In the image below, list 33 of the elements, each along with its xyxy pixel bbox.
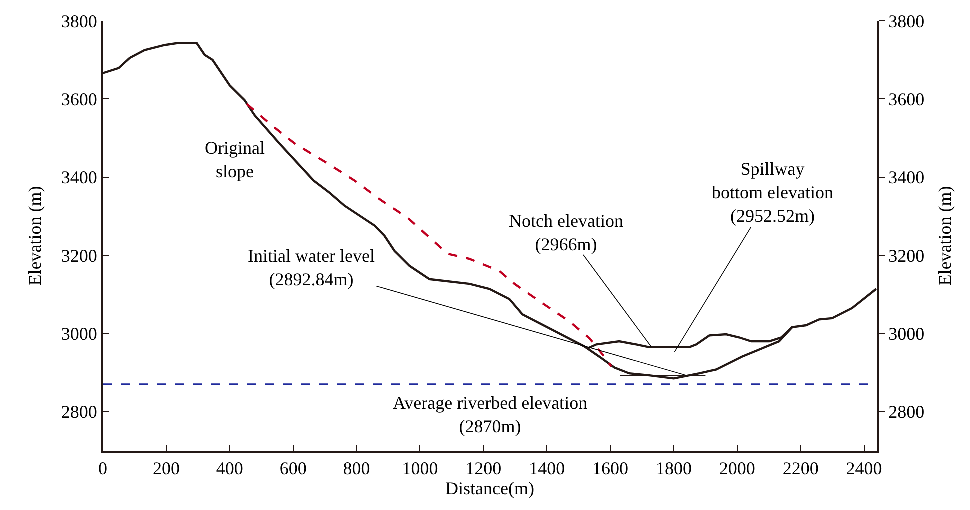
y2-tick-label: 3200: [888, 246, 925, 266]
annotation: Initial water level (2892.84m): [248, 246, 375, 290]
y-tick-label: 3200: [61, 246, 98, 266]
x-axis-title: Distance(m): [446, 478, 534, 499]
x-tick-label: 1800: [656, 458, 692, 479]
y-axis-title: Elevation (m): [25, 186, 46, 286]
annotation: Spillway bottom elevation (2952.52m): [712, 159, 834, 226]
annotation: Original slope: [205, 138, 265, 182]
x-tick-label: 1200: [466, 458, 502, 479]
y2-tick-label: 2800: [888, 402, 925, 422]
x-tick-label: 1600: [592, 458, 629, 479]
x-tick-label: 2400: [846, 458, 882, 479]
x-tick-label: 2000: [719, 458, 756, 479]
ref-line-label: Average riverbed elevation (2870m): [393, 393, 588, 436]
x-tick-label: 2200: [782, 458, 819, 479]
y-tick-label: 3000: [61, 324, 98, 344]
annotation: Notch elevation (2966m): [509, 211, 624, 254]
y2-tick-label: 3000: [888, 324, 925, 344]
y-tick-label: 3600: [61, 89, 98, 110]
x-tick-label: 400: [216, 458, 244, 479]
x-tick-label: 600: [280, 458, 307, 479]
y2-tick-label: 3400: [888, 168, 925, 188]
y-tick-label: 2800: [61, 402, 98, 422]
x-tick-label: 1000: [402, 458, 438, 479]
x-tick-label: 0: [98, 458, 108, 479]
y-tick-label: 3800: [61, 11, 98, 32]
x-tick-label: 800: [343, 458, 370, 479]
x-tick-label: 1400: [529, 458, 566, 479]
y2-tick-label: 3800: [888, 11, 925, 32]
y2-tick-label: 3600: [888, 89, 925, 110]
x-tick-label: 200: [152, 458, 180, 479]
y2-axis-title: Elevation (m): [935, 186, 956, 286]
y-tick-label: 3400: [61, 168, 98, 188]
